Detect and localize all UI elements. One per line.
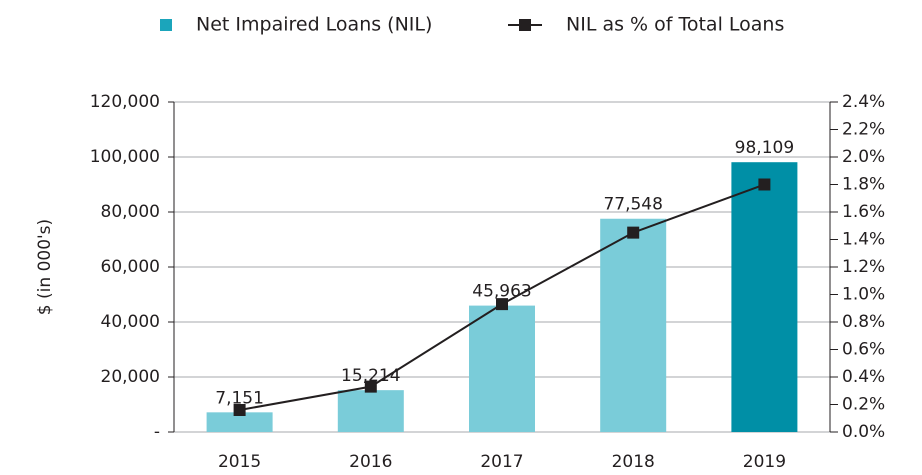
y2-tick-label: 2.2% — [842, 120, 885, 140]
bar — [337, 390, 404, 432]
y-tick-label: - — [154, 422, 160, 442]
line-marker — [496, 298, 508, 311]
bar — [469, 305, 535, 432]
y-tick-label: 60,000 — [101, 257, 160, 277]
x-tick-label: 2017 — [480, 452, 523, 471]
legend-marker — [519, 19, 531, 31]
y-axis-label: $ (in 000's) — [35, 219, 55, 315]
y-tick-label: 80,000 — [101, 202, 160, 222]
y2-tick-label: 1.2% — [842, 257, 885, 277]
line-marker — [233, 404, 246, 416]
x-tick-label: 2018 — [612, 452, 655, 471]
line-marker — [758, 178, 771, 191]
data-label: 15,214 — [341, 366, 400, 386]
data-label: 7,151 — [215, 388, 264, 408]
y2-tick-label: 0.8% — [842, 312, 885, 332]
line-marker — [627, 226, 640, 239]
y2-tick-label: 1.0% — [842, 285, 885, 305]
bar — [206, 412, 273, 432]
legend-marker — [160, 19, 172, 31]
y2-tick-label: 2.4% — [842, 92, 885, 112]
line-marker — [364, 380, 377, 393]
y2-tick-label: 1.4% — [842, 230, 885, 250]
bar — [731, 162, 798, 432]
y-tick-label: 20,000 — [101, 367, 160, 387]
y2-tick-label: 1.6% — [842, 202, 885, 222]
y2-tick-label: 0.6% — [842, 340, 885, 360]
x-tick-label: 2019 — [743, 452, 786, 471]
x-tick-label: 2015 — [218, 452, 261, 471]
y2-tick-label: 0.2% — [842, 395, 885, 415]
legend-label: Net Impaired Loans (NIL) — [196, 14, 432, 36]
y2-tick-label: 0.4% — [842, 367, 885, 387]
bar — [600, 218, 667, 432]
y-tick-label: 40,000 — [101, 312, 160, 332]
data-label: 98,109 — [735, 138, 794, 158]
data-label: 77,548 — [603, 195, 662, 215]
y2-tick-label: 0.0% — [842, 422, 885, 442]
y-tick-label: 120,000 — [90, 92, 160, 112]
x-tick-label: 2016 — [349, 452, 392, 471]
y2-tick-label: 1.8% — [842, 175, 885, 195]
y-tick-label: 100,000 — [90, 147, 160, 167]
y2-tick-label: 2.0% — [842, 147, 885, 167]
legend-label: NIL as % of Total Loans — [566, 14, 784, 36]
